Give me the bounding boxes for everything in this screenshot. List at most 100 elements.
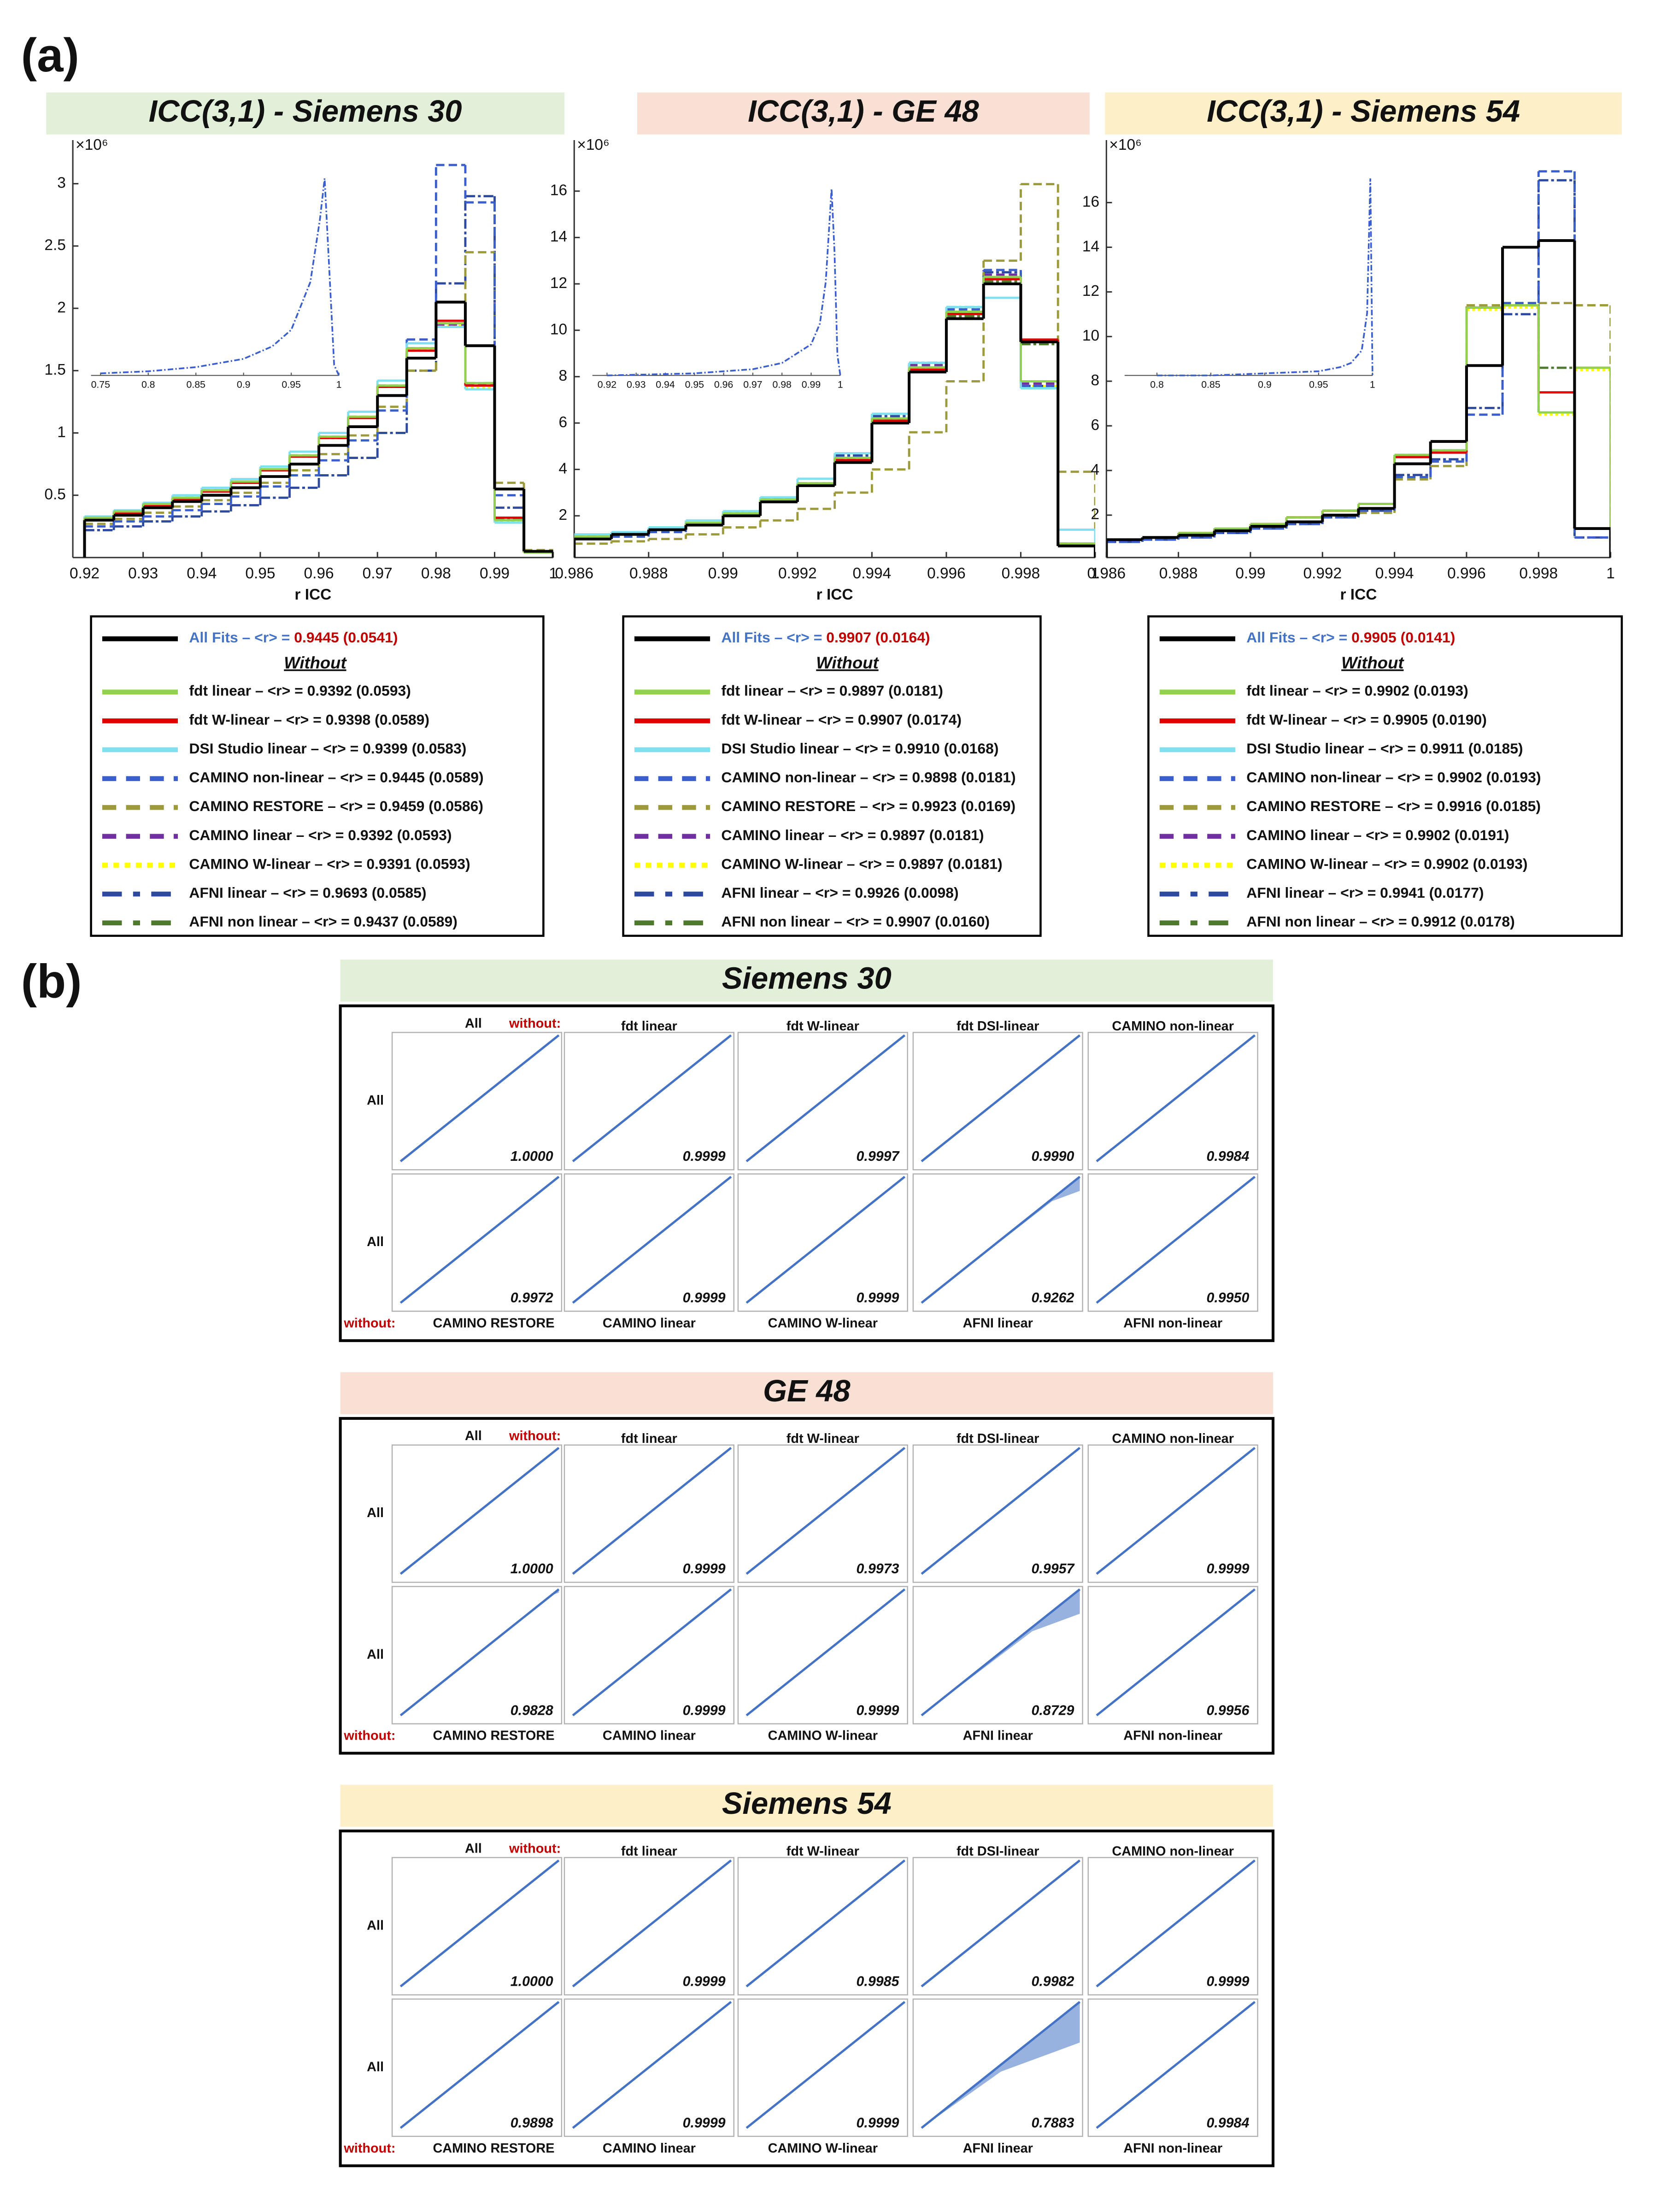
scatter-diagonal [1096, 1447, 1256, 1575]
title-box [1105, 92, 1622, 135]
correlation-label: 0.9956 [1206, 1702, 1250, 1718]
legend-label: DSI Studio linear – <r> = 0.9910 (0.0168… [721, 740, 998, 757]
correlation-label: 0.9997 [857, 1148, 900, 1164]
panel-label: (b) [21, 954, 82, 1007]
x-axis-label: r ICC [1340, 586, 1377, 603]
inset-tick-label: 0.97 [743, 379, 762, 390]
scatter-diagonal [1096, 1034, 1256, 1162]
scatter-diagonal [572, 1447, 732, 1575]
x-tick-label: 0.994 [853, 565, 892, 582]
x-tick-label: 0.988 [629, 565, 668, 582]
inset-tick-label: 0.95 [282, 379, 300, 390]
legend-name: CAMINO W-linear – <r> = 0.9902 (0.0193) [1246, 856, 1527, 872]
legend-name: CAMINO linear – <r> = 0.9902 (0.0191) [1246, 827, 1509, 843]
scatter-diagonal [572, 1859, 732, 1988]
x-tick-label: 0.998 [1002, 565, 1040, 582]
row-label: All [367, 1235, 384, 1249]
y-tick-label: 16 [1082, 193, 1099, 210]
correlation-label: 0.9999 [857, 1702, 899, 1718]
column-label: AFNI linear [963, 1316, 1033, 1330]
scatter-diagonal [921, 1176, 1081, 1304]
column-label: CAMINO linear [603, 1729, 696, 1743]
legend-name: fdt W-linear – <r> = 0.9398 (0.0589) [189, 712, 429, 728]
scatter-diagonal [399, 1447, 560, 1575]
scatter-diagonal [745, 1034, 906, 1162]
y-tick-label: 14 [1082, 238, 1099, 255]
correlation-label: 1.0000 [511, 1973, 553, 1989]
column-label: fdt linear [621, 1431, 677, 1446]
inset-tick-label: 0.8 [141, 379, 155, 390]
legend-label: All Fits – <r> = 0.9907 (0.0164) [721, 629, 930, 646]
column-label: fdt W-linear [786, 1844, 859, 1859]
inset-curve [1156, 178, 1373, 377]
legend-label: CAMINO non-linear – <r> = 0.9898 (0.0181… [721, 769, 1015, 786]
group-title-box [340, 959, 1274, 1002]
legend-stat: 0.9445 (0.0541) [294, 629, 398, 646]
column-label: fdt linear [621, 1019, 677, 1034]
x-tick-label: 0.92 [70, 565, 100, 582]
y-tick-label: 8 [558, 367, 567, 384]
correlation-label: 0.8729 [1031, 1702, 1074, 1718]
x-tick-label: 0.988 [1159, 565, 1198, 582]
row-label: All [367, 1647, 384, 1662]
scatter-diagonal [921, 2001, 1081, 2129]
x-tick-label: 0.986 [1087, 565, 1126, 582]
group-box [339, 1830, 1275, 2167]
legend-name: fdt W-linear – <r> = 0.9907 (0.0174) [721, 712, 962, 728]
correlation-label: 0.9999 [683, 1973, 726, 1989]
panel-label: (a) [21, 28, 79, 82]
legend-name: AFNI non linear – <r> = 0.9437 (0.0589) [189, 913, 458, 930]
x-axis-label: r ICC [816, 586, 853, 603]
legend-label: CAMINO linear – <r> = 0.9897 (0.0181) [721, 827, 984, 843]
legend-label: AFNI linear – <r> = 0.9693 (0.0585) [189, 884, 426, 901]
correlation-label: 0.9999 [683, 1148, 726, 1164]
x-tick-label: 1 [1091, 565, 1100, 582]
inset-tick-label: 0.9 [1258, 379, 1272, 390]
legend-label: AFNI linear – <r> = 0.9941 (0.0177) [1246, 884, 1484, 901]
correlation-label: 1.0000 [511, 1148, 553, 1164]
axis-multiplier: ×10⁶ [577, 136, 609, 153]
y-tick-label: 6 [1091, 417, 1100, 434]
inset-tick-label: 0.85 [187, 379, 205, 390]
legend-name: CAMINO RESTORE – <r> = 0.9923 (0.0169) [721, 798, 1015, 815]
correlation-label: 0.9828 [511, 1702, 553, 1718]
legend-name: CAMINO non-linear – <r> = 0.9898 (0.0181… [721, 769, 1015, 786]
legend-name: fdt linear – <r> = 0.9897 (0.0181) [721, 682, 943, 699]
scatter-diagonal [745, 1447, 906, 1575]
inset-tick-label: 0.93 [627, 379, 646, 390]
scatter-diagonal [399, 1859, 560, 1988]
scatter-diagonal [399, 1034, 560, 1162]
scatter-diagonal [1096, 2001, 1256, 2129]
legend-label: AFNI non linear – <r> = 0.9437 (0.0589) [189, 913, 458, 930]
legend-label: fdt linear – <r> = 0.9897 (0.0181) [721, 682, 943, 699]
y-tick-label: 16 [550, 182, 567, 199]
correlation-label: 0.9999 [857, 1290, 899, 1306]
scatter-diagonal [1096, 1859, 1256, 1988]
y-tick-label: 12 [1082, 282, 1099, 300]
legend-name: All Fits – <r> = [189, 629, 290, 646]
histogram [574, 183, 1095, 558]
scatter-diagonal [921, 1588, 1081, 1717]
x-tick-label: 0.986 [555, 565, 593, 582]
legend-label: CAMINO non-linear – <r> = 0.9445 (0.0589… [189, 769, 483, 786]
inset-tick-label: 0.92 [598, 379, 616, 390]
inset-tick-label: 0.96 [714, 379, 733, 390]
column-label: AFNI linear [963, 1729, 1033, 1743]
correlation-label: 1.0000 [511, 1561, 553, 1577]
correlation-label: 0.9262 [1031, 1290, 1074, 1306]
y-tick-label: 10 [550, 321, 567, 338]
x-tick-label: 0.996 [1447, 565, 1486, 582]
x-tick-label: 0.99 [1235, 565, 1265, 582]
scatter-diagonal [745, 1859, 906, 1988]
legend-name: AFNI linear – <r> = 0.9926 (0.0098) [721, 884, 958, 901]
inset-tick-label: 0.95 [685, 379, 704, 390]
chart-title: ICC(3,1) - GE 48 [748, 94, 979, 129]
y-tick-label: 6 [558, 414, 567, 431]
column-label: CAMINO linear [603, 2141, 696, 2156]
scatter-diagonal [572, 2001, 732, 2129]
x-tick-label: 0.998 [1519, 565, 1558, 582]
correlation-label: 0.9984 [1206, 1148, 1249, 1164]
y-tick-label: 3 [57, 174, 66, 191]
correlation-label: 0.9982 [1031, 1973, 1074, 1989]
